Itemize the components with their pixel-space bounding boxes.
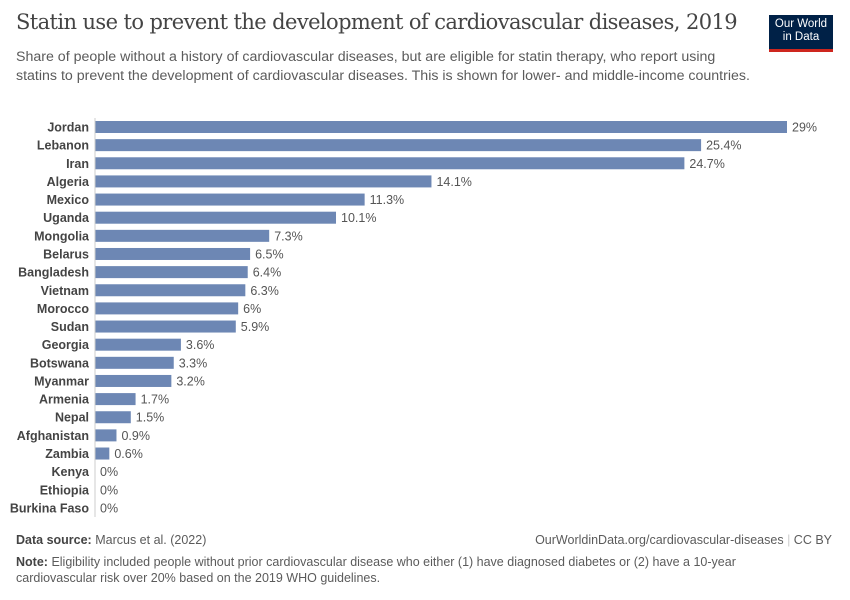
bar[interactable] bbox=[95, 411, 131, 424]
value-label: 6.4% bbox=[253, 266, 281, 280]
bar[interactable] bbox=[95, 175, 432, 188]
value-label: 29% bbox=[792, 121, 817, 135]
category-label: Morocco bbox=[37, 302, 89, 316]
note-label: Note: bbox=[16, 555, 48, 569]
bar[interactable] bbox=[95, 157, 685, 170]
owid-logo[interactable]: Our World in Data bbox=[769, 15, 833, 52]
bar[interactable] bbox=[95, 139, 702, 152]
value-label: 11.3% bbox=[370, 193, 405, 207]
bar[interactable] bbox=[95, 266, 248, 279]
category-label: Uganda bbox=[43, 211, 90, 225]
logo-line-1: Our World bbox=[774, 18, 828, 30]
value-label: 0.9% bbox=[121, 429, 150, 443]
category-label: Afghanistan bbox=[17, 429, 89, 443]
bar[interactable] bbox=[95, 447, 110, 460]
value-label: 0.6% bbox=[114, 447, 142, 461]
bar[interactable] bbox=[95, 429, 117, 442]
value-label: 6.5% bbox=[255, 247, 284, 261]
category-label: Algeria bbox=[47, 175, 90, 189]
source-url[interactable]: OurWorldinData.org/cardiovascular-diseas… bbox=[535, 533, 784, 547]
chart-title: Statin use to prevent the development of… bbox=[16, 10, 738, 34]
value-label: 3.2% bbox=[176, 374, 205, 388]
category-label: Armenia bbox=[39, 393, 90, 407]
category-label: Iran bbox=[66, 157, 89, 171]
data-source: Data source: Marcus et al. (2022) bbox=[16, 533, 206, 547]
category-label: Sudan bbox=[51, 320, 89, 334]
note-text: Eligibility included people without prio… bbox=[16, 555, 736, 585]
category-label: Zambia bbox=[45, 447, 90, 461]
bar[interactable] bbox=[95, 193, 365, 206]
bar[interactable] bbox=[95, 247, 251, 260]
bar[interactable] bbox=[95, 393, 136, 406]
category-label: Mongolia bbox=[34, 229, 90, 243]
category-label: Bangladesh bbox=[18, 266, 89, 280]
bar[interactable] bbox=[95, 356, 174, 369]
category-label: Ethiopia bbox=[40, 483, 90, 497]
value-label: 25.4% bbox=[706, 139, 741, 153]
category-label: Kenya bbox=[51, 465, 90, 479]
source-text[interactable]: Marcus et al. (2022) bbox=[95, 533, 207, 547]
category-label: Botswana bbox=[30, 356, 90, 370]
value-label: 1.7% bbox=[141, 393, 170, 407]
category-label: Jordan bbox=[47, 121, 89, 135]
bar[interactable] bbox=[95, 211, 337, 224]
value-label: 5.9% bbox=[241, 320, 269, 334]
category-label: Myanmar bbox=[34, 374, 89, 388]
bar[interactable] bbox=[95, 229, 270, 242]
bar[interactable] bbox=[95, 121, 787, 133]
value-label: 3.6% bbox=[186, 338, 215, 352]
category-label: Belarus bbox=[43, 247, 89, 261]
url-license: OurWorldinData.org/cardiovascular-diseas… bbox=[535, 533, 832, 547]
note: Note: Eligibility included people withou… bbox=[16, 554, 816, 586]
bar[interactable] bbox=[95, 374, 172, 387]
value-label: 0% bbox=[100, 465, 118, 479]
value-label: 6.3% bbox=[250, 284, 279, 298]
category-label: Lebanon bbox=[37, 139, 89, 153]
value-label: 10.1% bbox=[341, 211, 376, 225]
source-label: Data source: bbox=[16, 533, 92, 547]
chart-subtitle: Share of people without a history of car… bbox=[16, 49, 750, 84]
value-label: 7.3% bbox=[274, 229, 303, 243]
value-label: 0% bbox=[100, 483, 118, 497]
bar[interactable] bbox=[95, 320, 236, 333]
bar[interactable] bbox=[95, 338, 181, 351]
category-label: Vietnam bbox=[41, 284, 89, 298]
category-label: Mexico bbox=[47, 193, 90, 207]
logo-line-2: in Data bbox=[782, 31, 820, 43]
value-label: 1.5% bbox=[136, 411, 165, 425]
value-label: 14.1% bbox=[436, 175, 471, 189]
value-label: 0% bbox=[100, 501, 118, 515]
license-link[interactable]: CC BY bbox=[793, 533, 832, 547]
category-label: Nepal bbox=[55, 411, 89, 425]
value-label: 24.7% bbox=[689, 157, 724, 171]
value-label: 6% bbox=[243, 302, 261, 316]
category-label: Burkina Faso bbox=[10, 501, 90, 515]
value-label: 3.3% bbox=[179, 356, 208, 370]
category-label: Georgia bbox=[42, 338, 90, 352]
bar[interactable] bbox=[95, 302, 239, 315]
bar[interactable] bbox=[95, 284, 246, 297]
